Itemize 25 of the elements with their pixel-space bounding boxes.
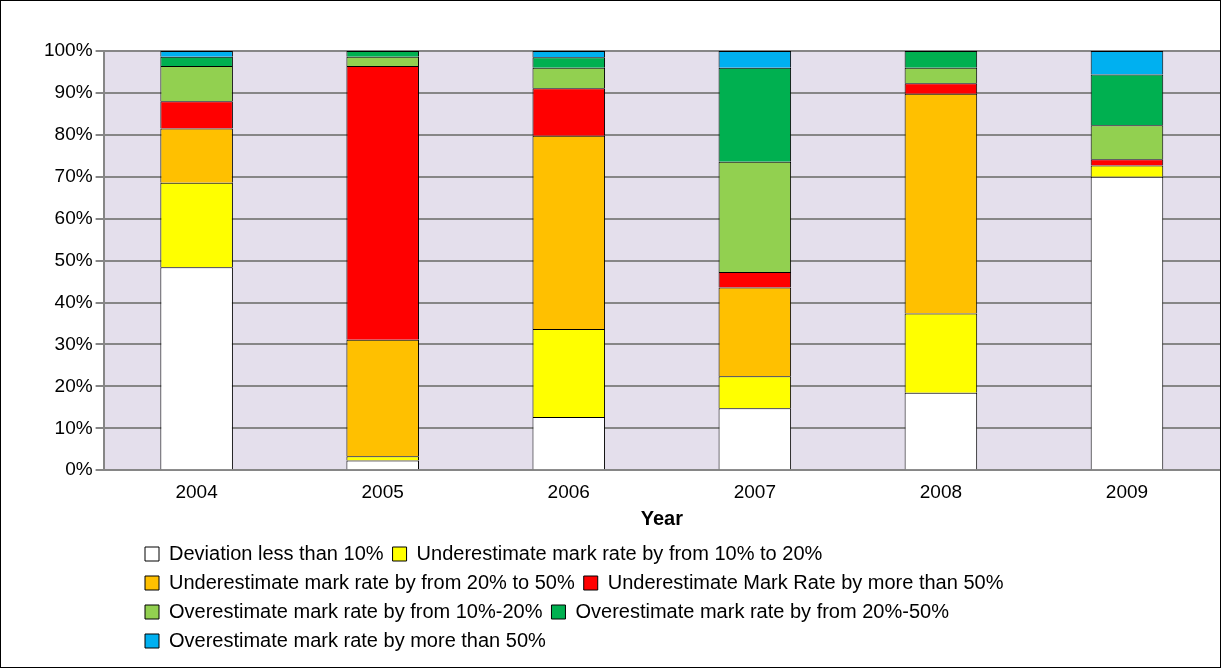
x-tick-label: 2004 — [175, 480, 219, 502]
x-tick-label: 2005 — [361, 480, 404, 502]
legend-label: Overestimate mark rate by more than 50% — [169, 628, 547, 651]
x-tick-label: 2009 — [1105, 480, 1149, 502]
x-tick-label: 2007 — [733, 480, 776, 502]
legend-label: Overestimate mark rate by from 20%-50% — [575, 599, 950, 622]
x-tick-label: 2008 — [919, 480, 963, 502]
legend-label: Underestimate mark rate by from 10% to 20% — [416, 541, 823, 564]
x-tick-label: 2006 — [547, 480, 590, 502]
y-tick-label: 80% — [54, 123, 93, 145]
y-tick-label: 50% — [54, 248, 93, 270]
y-tick-label: 100% — [43, 39, 93, 61]
legend-label: Underestimate mark rate by from 20% to 50% — [169, 570, 575, 593]
y-tick-label: 30% — [54, 332, 93, 354]
y-tick-label: 70% — [54, 164, 93, 186]
y-tick-label: 20% — [54, 374, 93, 396]
y-tick-label: 60% — [54, 206, 93, 228]
legend-label: Underestimate Mark Rate by more than 50% — [607, 570, 1004, 593]
y-tick-label: 0% — [65, 458, 93, 480]
x-axis-title: Year — [640, 506, 684, 529]
y-tick-label: 90% — [54, 81, 93, 103]
legend-label: Deviation less than 10% — [169, 541, 384, 564]
legend-label: Overestimate mark rate by from 10%-20% — [169, 599, 543, 622]
y-tick-label: 10% — [54, 416, 93, 438]
y-tick-label: 40% — [54, 290, 93, 312]
